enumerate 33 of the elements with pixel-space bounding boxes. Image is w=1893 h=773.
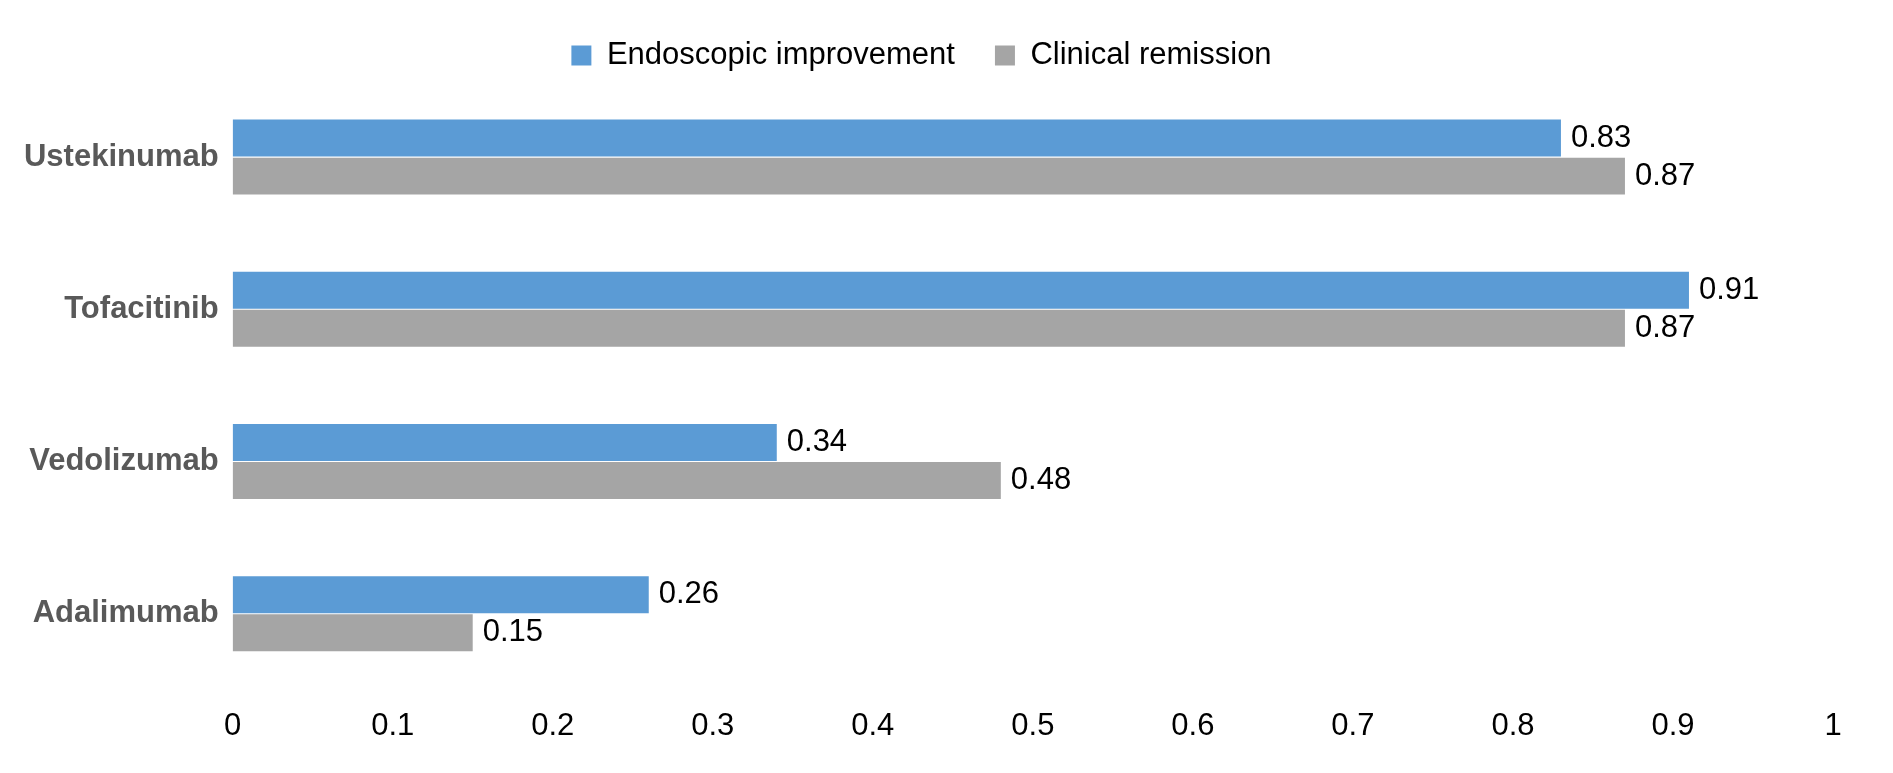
x-tick-label: 0.3	[691, 706, 735, 742]
x-tick-label: 0.1	[371, 706, 415, 742]
legend-label: Endoscopic improvement	[606, 36, 956, 72]
x-tick-label: 0.4	[851, 706, 895, 742]
x-tick-label: 0.2	[531, 706, 575, 742]
data-label: 0.87	[1634, 308, 1696, 344]
bar	[232, 576, 649, 614]
bar	[232, 271, 1689, 309]
x-tick-label: 1	[1824, 706, 1842, 742]
x-tick-label: 0.8	[1491, 706, 1535, 742]
data-label: 0.91	[1698, 270, 1760, 306]
x-tick-label: 0.6	[1171, 706, 1215, 742]
bar	[232, 309, 1625, 347]
y-tick-label: Vedolizumab	[29, 442, 219, 478]
x-tick-label: 0.5	[1011, 706, 1055, 742]
y-tick-label: Tofacitinib	[64, 289, 219, 325]
data-label: 0.87	[1634, 156, 1696, 192]
bar	[232, 119, 1561, 157]
data-label: 0.15	[482, 613, 544, 649]
x-tick-label: 0	[224, 706, 242, 742]
bar	[232, 424, 777, 461]
bar	[232, 614, 473, 652]
data-label: 0.34	[786, 423, 848, 459]
bar	[232, 462, 1001, 499]
bar	[232, 157, 1625, 195]
y-tick-label: Adalimumab	[32, 594, 219, 630]
legend-label: Clinical remission	[1030, 36, 1272, 72]
data-label: 0.48	[1010, 461, 1072, 497]
x-tick-label: 0.7	[1331, 706, 1375, 742]
data-label: 0.26	[658, 575, 720, 611]
y-tick-label: Ustekinumab	[23, 137, 219, 173]
data-label: 0.83	[1570, 118, 1632, 154]
x-tick-label: 0.9	[1651, 706, 1695, 742]
